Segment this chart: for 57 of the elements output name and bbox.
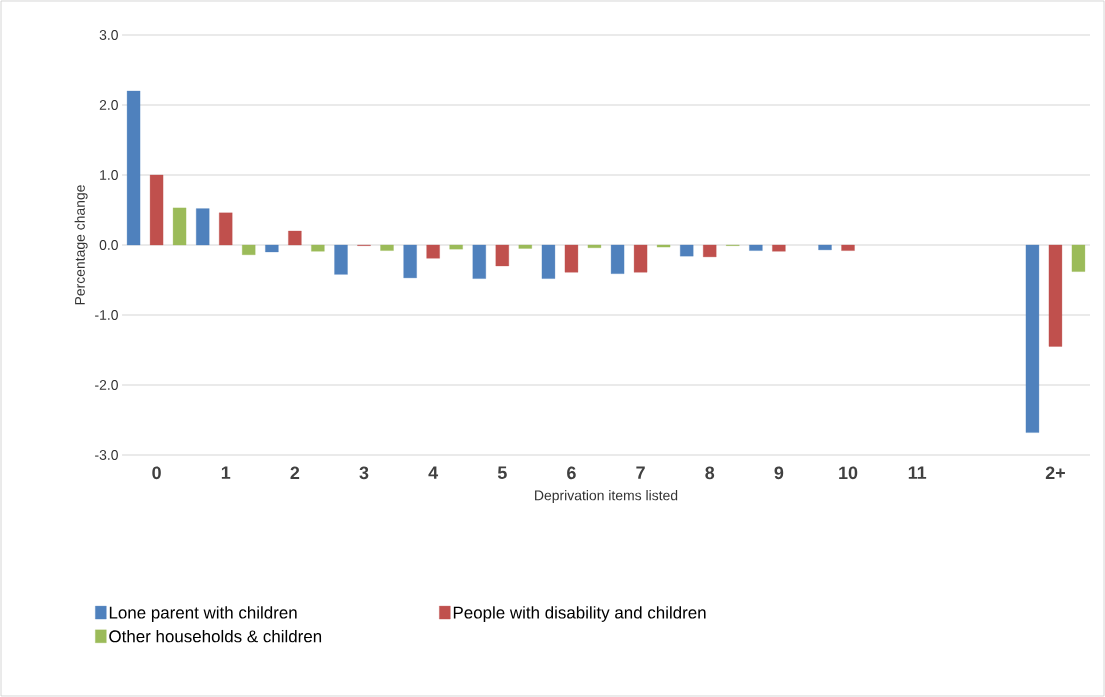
y-tick-label: 3.0 (99, 30, 118, 40)
y-tick-label: -3.0 (95, 450, 118, 460)
legend-label: Lone parent with children (109, 606, 297, 622)
x-tick-label: 2 (290, 466, 300, 480)
legend-label: Other households & children (109, 629, 322, 643)
x-tick-label: 3 (359, 466, 369, 480)
x-tick-label: 4 (428, 466, 439, 479)
bar (311, 244, 325, 252)
bar (196, 208, 210, 246)
bar (219, 212, 233, 246)
bar (1048, 244, 1063, 347)
y-tick-label: 2.0 (99, 100, 118, 110)
y-tick-label: 1.0 (100, 170, 118, 180)
bar (541, 244, 556, 279)
bar (172, 207, 187, 246)
bar (472, 244, 486, 279)
bar (380, 244, 394, 251)
bar (334, 244, 348, 275)
bar (564, 244, 579, 273)
x-tick-label: 9 (774, 466, 784, 480)
bar (680, 244, 694, 257)
bar (841, 244, 855, 251)
y-tick-label: -2.0 (95, 380, 118, 390)
bar (1025, 244, 1040, 433)
x-tick-label: 6 (567, 466, 576, 480)
x-tick-label: 11 (908, 466, 927, 479)
bar (518, 244, 532, 249)
x-tick-label: 8 (705, 466, 715, 480)
y-axis-title: Percentage change (74, 185, 88, 305)
x-tick-label: 5 (497, 466, 507, 480)
bar (288, 230, 302, 246)
bar (703, 244, 717, 258)
x-tick-label: 2+ (1045, 466, 1065, 480)
bar (772, 244, 786, 252)
bar (426, 244, 440, 259)
bar (403, 244, 417, 279)
bar (495, 244, 509, 267)
bar (149, 174, 164, 246)
bar (449, 244, 463, 250)
x-tick-label: 10 (839, 466, 858, 480)
y-tick-label: 0.0 (99, 240, 118, 250)
bar (265, 244, 279, 253)
bar (126, 90, 141, 246)
bar (633, 244, 648, 273)
y-tick-label: -1.0 (95, 310, 118, 320)
legend-label: People with disability and children (453, 606, 706, 622)
x-tick-label: 1 (221, 466, 231, 479)
bar (610, 244, 625, 274)
bar (1071, 244, 1086, 272)
bar (818, 244, 832, 251)
bar (242, 244, 256, 255)
bar (587, 244, 602, 248)
bar (749, 244, 763, 251)
bar (656, 244, 671, 248)
x-tick-label: 7 (636, 466, 645, 479)
x-axis-title: Deprivation items listed (535, 490, 678, 504)
x-tick-label: 0 (152, 466, 161, 480)
